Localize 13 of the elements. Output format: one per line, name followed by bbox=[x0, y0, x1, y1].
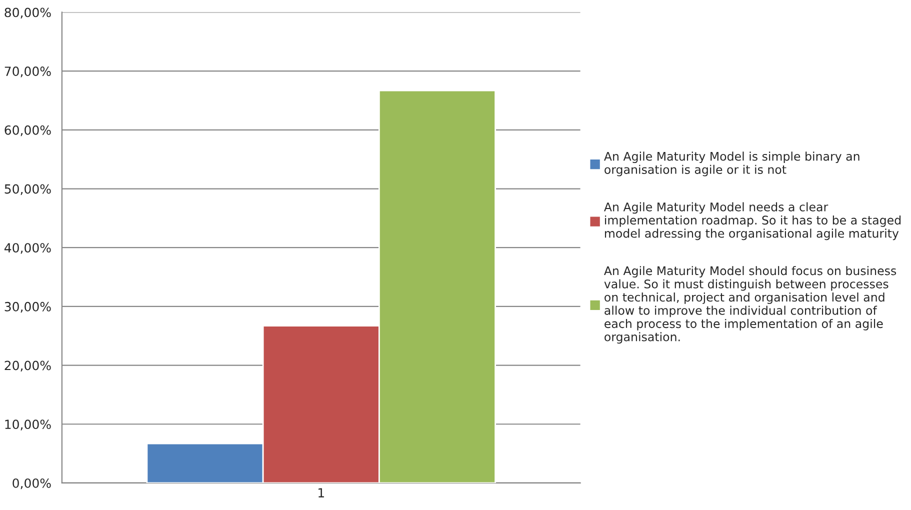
y-tick-label: 60,00% bbox=[4, 125, 51, 136]
y-tick-label: 80,00% bbox=[4, 8, 51, 18]
y-tick-label: 50,00% bbox=[4, 184, 51, 195]
y-tick-label: 40,00% bbox=[4, 243, 51, 254]
y-tick-label: 20,00% bbox=[4, 360, 51, 372]
y-tick-label: 0,00% bbox=[12, 478, 51, 490]
legend-label: An Agile Maturity Model should focus on business value. So it must distinguish between processes on technical, project and organisation level and allow to improve the individual contribution of each process to the implementation of an agile organisation. bbox=[604, 266, 896, 344]
y-tick-label: 30,00% bbox=[4, 302, 51, 313]
y-tick-label: 10,00% bbox=[5, 420, 51, 430]
x-tick-label: 1 bbox=[318, 488, 324, 498]
legend-label: An Agile Maturity Model needs a clear implementation roadmap. So it has to be a staged model adressing the organisational agile maturity bbox=[604, 202, 901, 240]
legend-label: An Agile Maturity Model is simple binary an organisation is agile or it is not bbox=[604, 152, 860, 176]
y-tick-label: 70,00% bbox=[4, 66, 51, 78]
